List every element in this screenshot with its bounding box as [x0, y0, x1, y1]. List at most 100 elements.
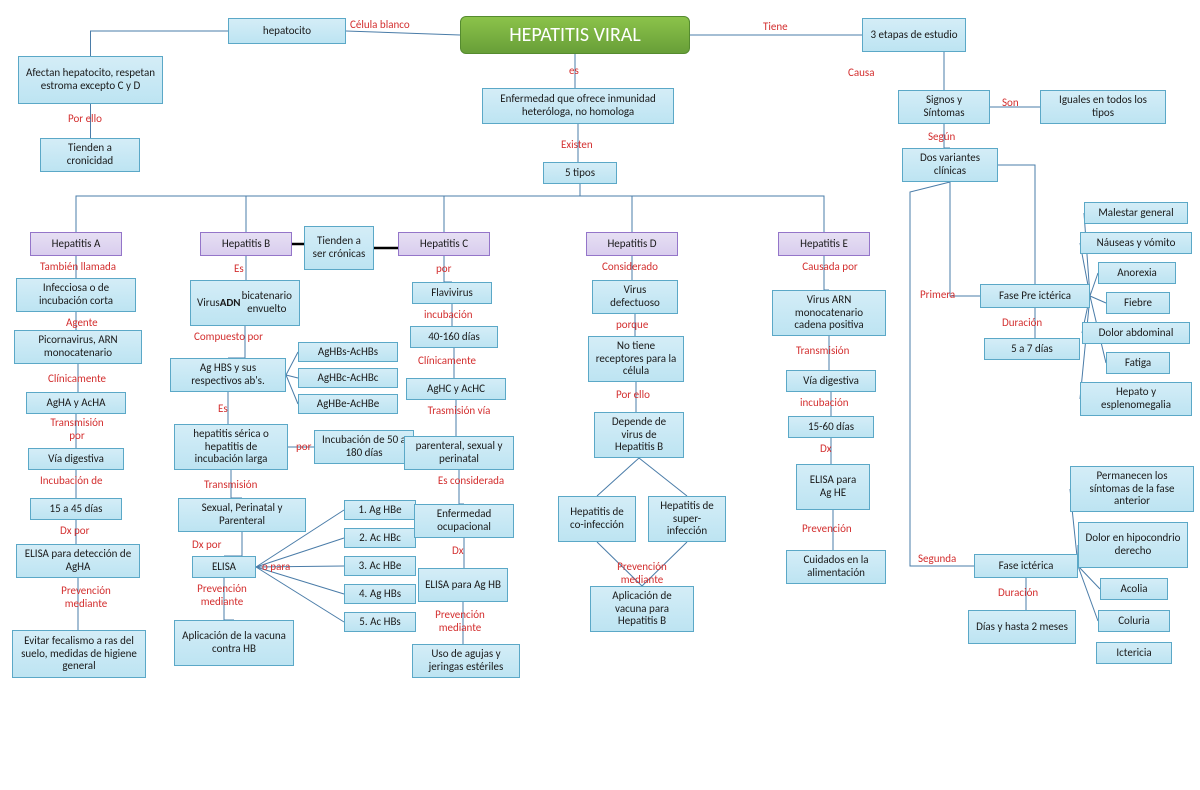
- node-signos: Signos y Síntomas: [898, 90, 990, 124]
- edge-label: Duración: [998, 586, 1038, 599]
- node-dosvar: Dos variantes clínicas: [902, 148, 998, 182]
- node-c_aghc: AgHC y AcHC: [406, 378, 506, 400]
- edge-label: Por ello: [616, 388, 650, 401]
- node-a_infec: Infecciosa o de incubación corta: [16, 278, 136, 312]
- node-hepatocito: hepatocito: [228, 18, 346, 44]
- edge-label: Prevención mediante: [604, 560, 680, 586]
- node-enfermedad: Enfermedad que ofrece inmunidad heterólo…: [482, 88, 674, 124]
- node-i_dias2m: Días y hasta 2 meses: [968, 610, 1076, 644]
- edge-label: Dx por: [60, 524, 89, 537]
- node-a_elisa: ELISA para detección de AgHA: [16, 544, 140, 578]
- edge-label: Prevención: [802, 522, 852, 535]
- node-d_co: Hepatitis de co-infección: [558, 496, 636, 542]
- node-b_pair1: AgHBs-AcHBs: [298, 342, 398, 362]
- node-hepE: Hepatitis E: [778, 232, 870, 256]
- node-e_via: Vía digestiva: [786, 370, 876, 392]
- node-b_serica: hepatitis sérica o hepatitis de incubaci…: [174, 424, 288, 470]
- edge-label: Prevención mediante: [50, 584, 122, 610]
- edge-label: Considerado: [602, 260, 658, 273]
- node-i_acolia: Acolia: [1100, 578, 1168, 600]
- edge-label: Existen: [561, 138, 593, 151]
- node-c_agujas: Uso de agujas y jeringas estériles: [412, 644, 520, 678]
- node-i_perm: Permanecen los síntomas de la fase anter…: [1070, 466, 1194, 512]
- node-c_enfocup: Enfermedad ocupacional: [414, 504, 514, 538]
- edge-label: Transmisión: [204, 478, 257, 491]
- edge-label: Clínicamente: [48, 372, 106, 385]
- node-tienden: Tienden a ser crónicas: [304, 226, 374, 270]
- edge-label: Agente: [66, 316, 98, 329]
- edge-label: Según: [928, 130, 955, 143]
- node-hepA: Hepatitis A: [30, 232, 122, 256]
- edge-label: Prevención mediante: [186, 582, 258, 608]
- node-p_fatiga: Fatiga: [1106, 352, 1170, 374]
- edge-label: Son: [1002, 96, 1019, 109]
- node-hepD: Hepatitis D: [586, 232, 678, 256]
- edge-label: Duración: [1002, 316, 1042, 329]
- node-hepC: Hepatitis C: [398, 232, 490, 256]
- edge-label: Tiene: [763, 20, 788, 33]
- node-a_via: Vía digestiva: [28, 448, 124, 470]
- node-i_ict: Ictericia: [1096, 642, 1172, 664]
- node-faseP: Fase Pre ictérica: [980, 284, 1090, 308]
- node-d_super: Hepatitis de super-infección: [648, 496, 726, 542]
- edge-label: es: [569, 64, 579, 77]
- node-b_sexual: Sexual, Perinatal y Parenteral: [178, 498, 306, 532]
- node-p_anorexia: Anorexia: [1098, 262, 1176, 284]
- edge-label: porque: [616, 318, 648, 331]
- node-b_pair2: AgHBc-AcHBc: [298, 368, 398, 388]
- edge-label: Es: [218, 402, 228, 415]
- node-title: HEPATITIS VIRAL: [460, 16, 690, 54]
- edge-label: Transmisión: [796, 344, 849, 357]
- edge-label: incubación: [800, 396, 849, 409]
- edge-label: o para: [262, 560, 290, 573]
- node-p_57: 5 a 7 días: [984, 338, 1080, 360]
- node-b_inc50: Incubación de 50 a 180 días: [314, 430, 414, 464]
- node-b_aghbs: Ag HBS y sus respectivos ab's.: [170, 358, 286, 392]
- node-p_fiebre: Fiebre: [1106, 292, 1170, 314]
- edge-label: Prevención mediante: [424, 608, 496, 634]
- node-e_cuid: Cuidados en la alimentación: [786, 550, 886, 584]
- node-a_ev: Evitar fecalismo a ras del suelo, medida…: [12, 630, 146, 678]
- node-faseI: Fase ictérica: [974, 554, 1078, 578]
- edge-label: por: [296, 440, 311, 453]
- node-d_dep: Depende de virus de Hepatitis B: [594, 412, 684, 458]
- edge-label: Es: [234, 262, 244, 275]
- edge-label: Causa: [848, 66, 875, 79]
- node-b_adn: Virus ADN bicatenario envuelto: [190, 280, 300, 326]
- edge-label: Dx: [820, 442, 832, 455]
- edge-label: Es considerada: [436, 474, 506, 487]
- edge-label: Compuesto por: [194, 330, 263, 343]
- node-i_coluria: Coluria: [1098, 610, 1170, 632]
- node-b_3: 3. Ac HBe: [344, 556, 416, 576]
- edge-label: incubación: [424, 308, 473, 321]
- edge-label: Transmisión por: [42, 416, 112, 442]
- edge-label: Célula blanco: [350, 18, 410, 31]
- node-d_norec: No tiene receptores para la célula: [588, 336, 684, 382]
- node-b_elisa: ELISA: [192, 556, 256, 578]
- edge-label: Segunda: [918, 552, 956, 565]
- edge-label: Primera: [920, 288, 955, 301]
- node-b_2: 2. Ac HBc: [344, 528, 416, 548]
- node-c_elisa: ELISA para Ag HB: [418, 568, 508, 602]
- edge-label: Causada por: [800, 260, 860, 273]
- node-5tipos: 5 tipos: [543, 162, 617, 184]
- node-e_elisa: ELISA para Ag HE: [796, 464, 870, 510]
- node-i_dolhip: Dolor en hipocondrio derecho: [1078, 522, 1188, 568]
- edge-label: También llamada: [40, 260, 116, 273]
- node-c_par: parenteral, sexual y perinatal: [404, 436, 514, 470]
- node-afectan: Afectan hepatocito, respetan estroma exc…: [18, 56, 163, 104]
- node-c_40160: 40-160 días: [410, 326, 498, 348]
- node-d_vac: Aplicación de vacuna para Hepatitis B: [590, 586, 694, 632]
- edge-label: Dx: [452, 544, 464, 557]
- node-b_1: 1. Ag HBe: [344, 500, 416, 520]
- edge-label: por: [436, 262, 451, 275]
- node-c_flavi: Flavivirus: [412, 282, 492, 304]
- node-b_vac: Aplicación de la vacuna contra HB: [174, 620, 294, 666]
- edge-label: Trasmisión vía: [424, 404, 494, 417]
- node-cronicidad: Tienden a cronicidad: [40, 138, 140, 172]
- node-etapas: 3 etapas de estudio: [862, 18, 966, 52]
- node-e_arn: Virus ARN monocatenario cadena positiva: [772, 290, 886, 336]
- edge-label: Dx por: [192, 538, 221, 551]
- node-b_4: 4. Ag HBs: [344, 584, 416, 604]
- node-a_1545: 15 a 45 días: [30, 498, 122, 520]
